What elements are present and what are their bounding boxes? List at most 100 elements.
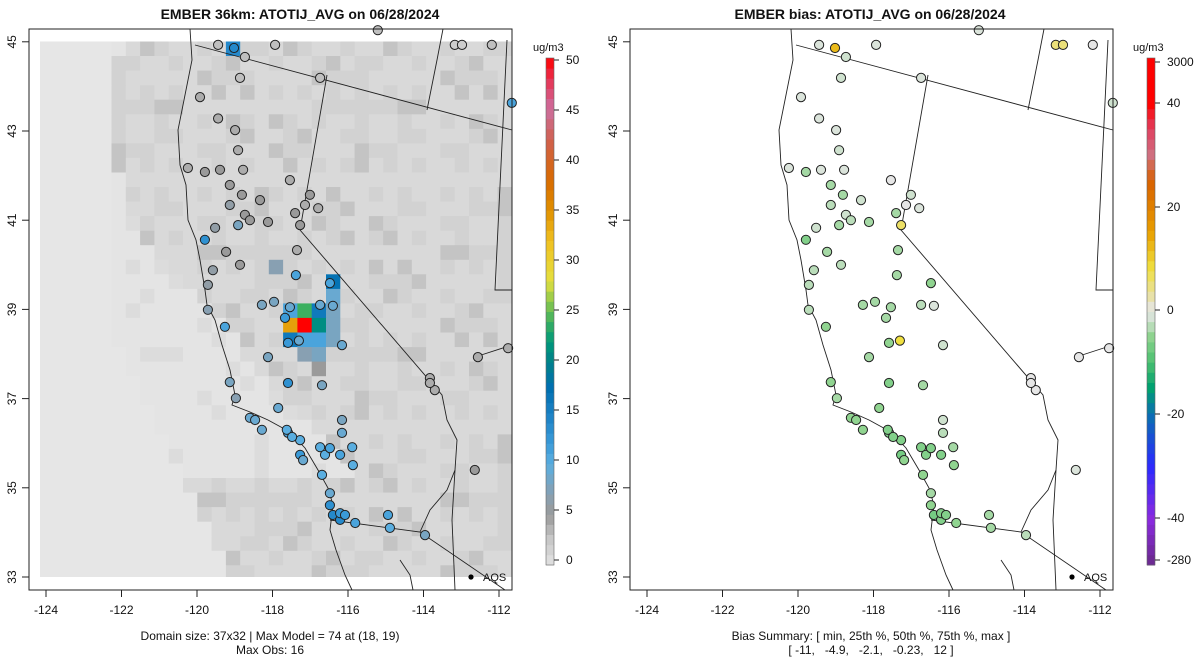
model-grid-cell	[97, 85, 112, 101]
model-grid-cell	[469, 376, 484, 392]
model-grid-cell	[97, 201, 112, 217]
model-grid-cell	[111, 565, 127, 577]
model-grid-cell	[240, 172, 255, 188]
model-grid-cell	[68, 419, 84, 435]
model-grid-cell	[268, 187, 284, 202]
model-grid-cell	[354, 448, 370, 464]
model-grid-cell	[40, 56, 55, 71]
model-grid-cell	[197, 361, 212, 377]
model-grid-cell	[354, 172, 370, 188]
left-site-marker	[233, 145, 244, 156]
model-grid-cell	[82, 114, 98, 130]
model-grid-cell	[311, 187, 327, 202]
model-grid-cell	[154, 434, 170, 450]
model-grid-cell	[340, 187, 355, 202]
model-grid-cell	[40, 463, 55, 479]
model-grid-cell	[440, 99, 456, 115]
model-grid-cell	[354, 157, 370, 173]
model-grid-cell	[426, 259, 441, 275]
model-grid-cell	[54, 143, 69, 159]
model-grid-cell	[197, 317, 212, 333]
right-colorbar-segment	[1147, 139, 1155, 150]
model-grid-cell	[497, 245, 513, 261]
model-grid-cell	[454, 56, 470, 71]
model-grid-cell	[240, 274, 255, 290]
right-state-border	[1027, 28, 1045, 111]
model-grid-cell	[125, 187, 141, 202]
model-grid-cell	[411, 201, 427, 217]
model-grid-cell	[168, 230, 184, 246]
model-grid-cell	[268, 172, 284, 188]
left-site-marker	[298, 455, 309, 466]
model-grid-cell	[225, 478, 241, 493]
model-grid-cell	[54, 390, 69, 406]
model-grid-cell	[311, 550, 327, 566]
model-grid-cell	[183, 565, 198, 577]
model-grid-cell	[40, 303, 55, 319]
model-grid-cell	[154, 347, 170, 363]
model-grid-cell	[440, 492, 456, 508]
model-grid-cell	[411, 492, 427, 508]
model-grid-cell	[82, 70, 98, 86]
model-grid-cell	[54, 434, 69, 450]
right-site-marker	[888, 431, 899, 443]
left-site-marker	[224, 377, 235, 388]
model-grid-cell	[411, 85, 427, 101]
model-grid-cell	[82, 274, 98, 290]
model-grid-cell	[225, 536, 241, 552]
model-grid-cell	[140, 172, 155, 188]
model-grid-cell	[40, 85, 55, 101]
model-grid-cell	[311, 274, 327, 290]
model-grid-cell	[82, 448, 98, 464]
left-site-marker	[281, 424, 292, 435]
right-site-marker	[863, 216, 875, 228]
model-grid-cell	[82, 128, 98, 144]
model-grid-cell	[254, 85, 270, 101]
model-grid-cell	[297, 128, 313, 144]
model-grid-cell	[140, 507, 155, 523]
model-grid-cell	[454, 259, 470, 275]
model-grid-cell	[68, 536, 84, 552]
model-grid-cell	[383, 463, 398, 479]
left-site-marker	[304, 189, 315, 200]
model-grid-cell	[68, 70, 84, 86]
left-colorbar-segment	[546, 412, 554, 424]
right-site-marker	[835, 72, 847, 84]
model-grid-cell	[183, 507, 198, 523]
model-grid-cell	[197, 216, 212, 232]
right-site-marker	[882, 424, 893, 435]
model-grid-cell	[411, 478, 427, 493]
right-site-marker	[948, 442, 959, 453]
model-grid-cell	[454, 317, 470, 333]
model-grid-cell	[311, 99, 327, 115]
model-grid-cell	[469, 419, 484, 435]
left-colorbar-segment	[546, 352, 554, 363]
model-grid-cell	[354, 201, 370, 217]
right-site-marker	[925, 443, 937, 454]
model-grid-cell	[40, 230, 55, 246]
model-grid-cell	[326, 390, 341, 406]
model-grid-cell	[240, 303, 255, 319]
model-grid-cell	[340, 361, 355, 377]
model-grid-cell	[154, 216, 170, 232]
model-grid-cell	[454, 521, 470, 537]
model-grid-cell	[82, 434, 98, 450]
model-grid-cell	[340, 536, 355, 552]
model-grid-cell	[197, 332, 212, 348]
model-grid-cell	[340, 41, 355, 57]
right-site-marker	[920, 449, 932, 460]
model-grid-cell	[397, 157, 413, 173]
model-grid-cell	[154, 114, 170, 130]
model-grid-cell	[140, 157, 155, 173]
model-grid-cell	[440, 347, 456, 363]
model-grid-cell	[297, 478, 313, 493]
model-grid-cell	[311, 259, 327, 275]
model-grid-cell	[383, 41, 398, 57]
model-grid-cell	[497, 361, 513, 377]
model-grid-cell	[111, 507, 127, 523]
right-site-marker	[894, 335, 906, 346]
left-x-tick-label: -122	[109, 603, 133, 617]
right-colorbar-segment	[1147, 220, 1155, 231]
model-grid-cell	[54, 492, 69, 508]
model-grid-cell	[368, 536, 384, 552]
